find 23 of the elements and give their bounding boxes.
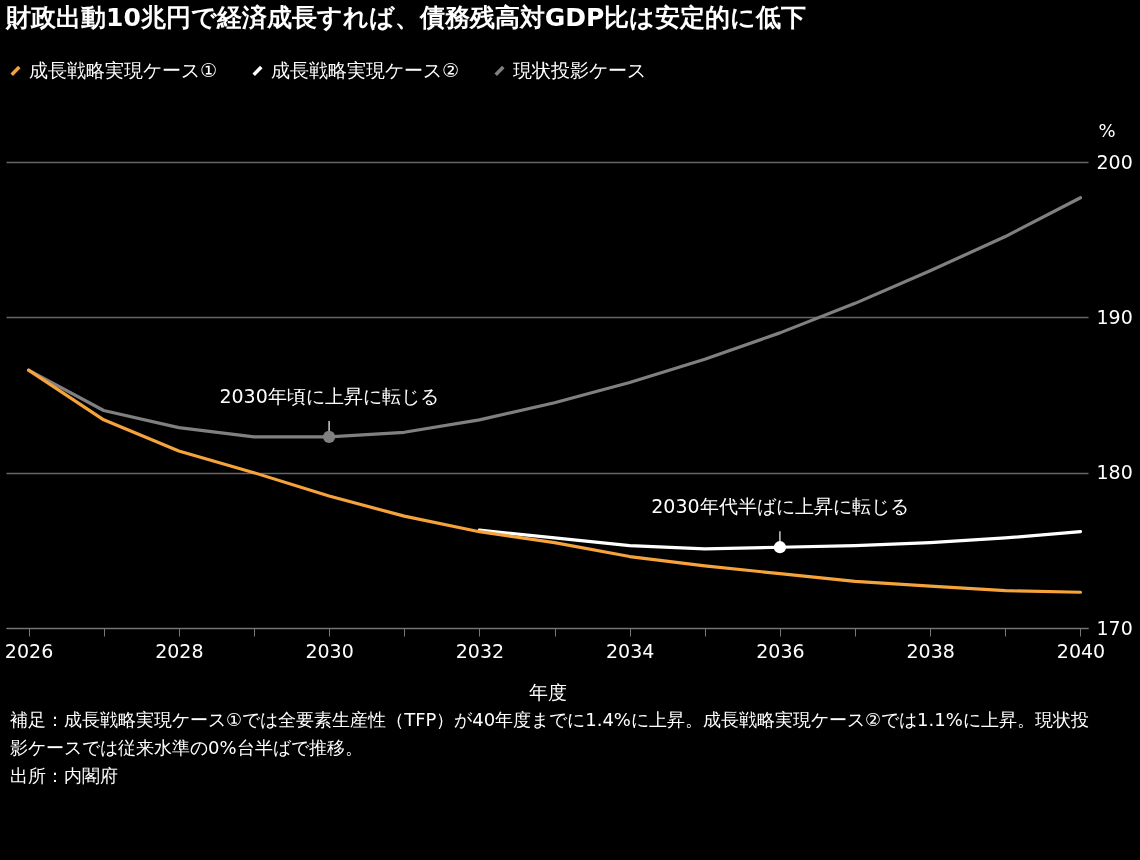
y-tick-label: 200 bbox=[1096, 150, 1133, 173]
line-series bbox=[26, 368, 1083, 594]
y-tick-label: 190 bbox=[1096, 305, 1133, 328]
y-tick-label: 170 bbox=[1096, 616, 1133, 639]
x-tick-label: 2040 bbox=[1056, 639, 1106, 662]
text: 補足：成長戦略実現ケース①では全要素生産性（TFP）が40年度までに1.4%に上昇。成長戦略実現ケース②では1.1%に上昇。現状投影ケースでは従来水準の0%台半ばで推移。 bbox=[10, 708, 1090, 760]
annotation: 2030年頃に上昇に転じる bbox=[219, 384, 439, 407]
x-tick-label: 2038 bbox=[906, 639, 955, 662]
legend-label: 成長戦略実現ケース① bbox=[29, 58, 218, 81]
x-tick-label: 2032 bbox=[455, 639, 505, 662]
legend-label: 成長戦略実現ケース② bbox=[271, 58, 460, 81]
x-tick-label: 2026 bbox=[4, 639, 54, 662]
text: 出所：内閣府 bbox=[10, 764, 119, 788]
x-axis-title: 年度 bbox=[528, 680, 567, 703]
y-axis-title: % bbox=[1098, 119, 1116, 141]
x-tick-label: 2028 bbox=[155, 639, 204, 662]
x-tick-label: 2034 bbox=[605, 639, 655, 662]
chart-title: 財政出動10兆円で経済成長すれば、債務残高対GDP比は安定的に低下 bbox=[5, 3, 807, 32]
x-tick-label: 2030 bbox=[305, 639, 354, 662]
y-tick-label: 180 bbox=[1096, 461, 1133, 484]
legend-label: 現状投影ケース bbox=[513, 58, 646, 81]
annotation: 2030年代半ばに上昇に転じる bbox=[651, 495, 909, 518]
x-tick-label: 2036 bbox=[756, 639, 805, 662]
